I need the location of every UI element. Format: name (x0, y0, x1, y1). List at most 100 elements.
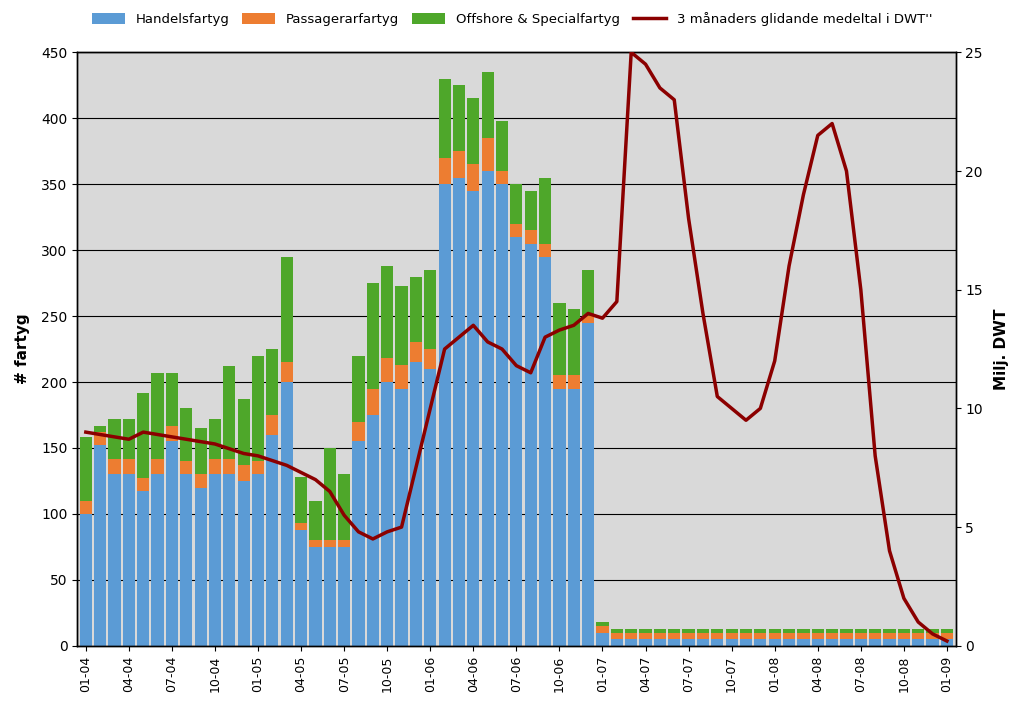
Bar (697, 639, 709, 645)
Bar (295, 523, 307, 530)
Bar (209, 419, 221, 459)
Bar (381, 358, 393, 382)
3 månaders glidande medeltal i DWT'' (252, 452, 264, 460)
Bar (367, 283, 379, 389)
Bar (152, 373, 164, 459)
Bar (410, 362, 422, 645)
Bar (109, 419, 121, 459)
Bar (582, 270, 594, 316)
Bar (567, 310, 580, 375)
Bar (309, 540, 322, 547)
Bar (567, 389, 580, 645)
Bar (755, 633, 766, 639)
Bar (324, 448, 336, 540)
Bar (524, 243, 537, 645)
Bar (869, 639, 882, 645)
Bar (869, 629, 882, 633)
Bar (625, 639, 637, 645)
Bar (438, 185, 451, 645)
Bar (424, 349, 436, 369)
Bar (352, 441, 365, 645)
Bar (683, 629, 694, 633)
Bar (610, 629, 623, 633)
Bar (266, 415, 279, 435)
Y-axis label: Milj. DWT: Milj. DWT (994, 308, 1009, 390)
Bar (453, 86, 465, 151)
Bar (812, 639, 824, 645)
Bar (712, 629, 723, 633)
Bar (740, 639, 752, 645)
Bar (109, 474, 121, 645)
Bar (438, 78, 451, 158)
Bar (481, 138, 494, 171)
Bar (496, 171, 508, 185)
Bar (798, 639, 810, 645)
Bar (309, 501, 322, 540)
Bar (152, 474, 164, 645)
Bar (941, 639, 953, 645)
Bar (582, 322, 594, 645)
Bar (510, 237, 522, 645)
Bar (783, 633, 796, 639)
Bar (596, 633, 608, 645)
Bar (281, 382, 293, 645)
Bar (927, 639, 939, 645)
Bar (769, 633, 781, 639)
Bar (295, 530, 307, 645)
Legend: Handelsfartyg, Passagerarfartyg, Offshore & Specialfartyg, 3 månaders glidande m: Handelsfartyg, Passagerarfartyg, Offshor… (87, 6, 937, 31)
Bar (324, 547, 336, 645)
Bar (180, 409, 193, 461)
Bar (553, 303, 565, 375)
Bar (912, 629, 925, 633)
Bar (769, 639, 781, 645)
Bar (826, 639, 839, 645)
Bar (812, 629, 824, 633)
Bar (855, 639, 867, 645)
Bar (539, 177, 551, 243)
Bar (137, 479, 150, 491)
Bar (653, 633, 666, 639)
Bar (567, 375, 580, 389)
Bar (884, 633, 896, 639)
Bar (166, 373, 178, 426)
Bar (596, 622, 608, 626)
Bar (80, 501, 92, 514)
Bar (898, 639, 910, 645)
Bar (438, 158, 451, 185)
Bar (683, 639, 694, 645)
Bar (424, 270, 436, 349)
Bar (639, 633, 651, 639)
Bar (884, 629, 896, 633)
3 månaders glidande medeltal i DWT'' (596, 314, 608, 322)
Bar (223, 459, 236, 474)
Bar (352, 356, 365, 421)
Bar (223, 474, 236, 645)
Bar (252, 474, 264, 645)
Bar (496, 121, 508, 171)
Bar (653, 629, 666, 633)
Bar (740, 629, 752, 633)
Bar (496, 185, 508, 645)
Line: 3 månaders glidande medeltal i DWT'': 3 månaders glidande medeltal i DWT'' (86, 52, 947, 641)
Bar (596, 626, 608, 633)
Bar (726, 629, 737, 633)
Bar (625, 629, 637, 633)
Bar (769, 629, 781, 633)
Bar (927, 633, 939, 639)
Bar (109, 459, 121, 474)
Bar (309, 547, 322, 645)
Bar (697, 629, 709, 633)
Bar (755, 639, 766, 645)
Bar (783, 639, 796, 645)
Bar (610, 633, 623, 639)
Bar (712, 639, 723, 645)
Bar (123, 459, 135, 474)
Bar (266, 435, 279, 645)
Bar (223, 366, 236, 459)
Bar (481, 72, 494, 138)
Bar (467, 191, 479, 645)
3 månaders glidande medeltal i DWT'' (281, 461, 293, 469)
Bar (137, 491, 150, 645)
Bar (94, 426, 106, 432)
Bar (826, 629, 839, 633)
